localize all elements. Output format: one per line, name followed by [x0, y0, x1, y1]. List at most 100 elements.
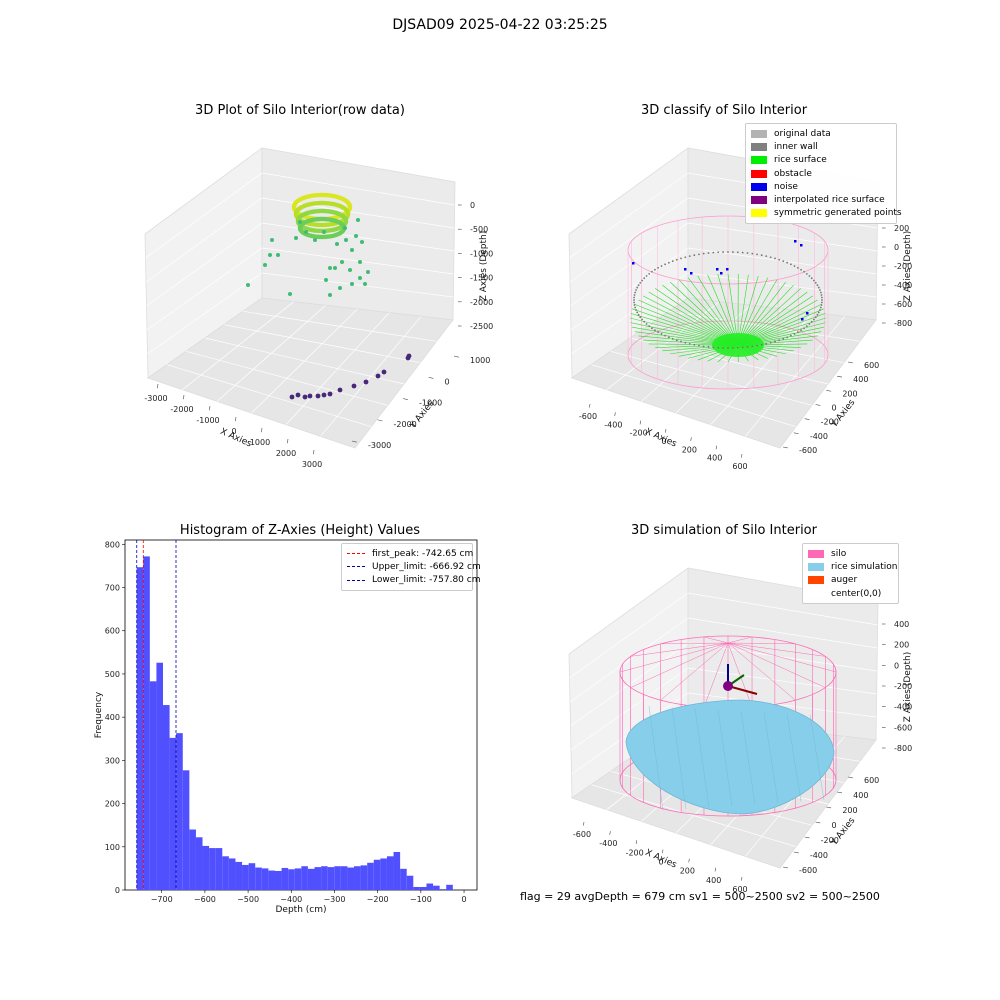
raw-data-point	[363, 282, 367, 286]
raw-data-point	[327, 391, 333, 397]
histogram-bar	[222, 856, 229, 890]
sim-wall-grid	[569, 617, 689, 703]
raw-wall-grid	[145, 172, 263, 259]
classify-plot-title: 3D classify of Silo Interior	[640, 103, 808, 118]
sim-silo-roof-line	[703, 642, 729, 708]
sim-silo-roof-line	[630, 642, 729, 657]
cls-inner-wall-point	[817, 286, 820, 289]
cls-inner-wall-point	[702, 345, 705, 348]
histogram-x-tick-label: −200	[367, 895, 389, 904]
cls-inner-wall-point	[817, 311, 820, 314]
sim-legend-item: center(0,0)	[808, 587, 893, 600]
cls-x-tick-label: -200	[630, 429, 648, 438]
raw-z-tick-label: -500	[470, 225, 488, 234]
status-footer: flag = 29 avgDepth = 679 cm sv1 = 500~25…	[520, 890, 880, 903]
cls-legend-item: original data	[751, 127, 891, 140]
histogram-bar	[202, 845, 210, 890]
cls-x-tick-label: -600	[579, 412, 597, 421]
raw-data-point	[344, 238, 348, 242]
raw-x-tick-mark	[313, 449, 315, 455]
histogram-bar	[255, 867, 262, 890]
histogram-bar	[143, 556, 150, 890]
cls-y-tick-label: 0	[832, 404, 837, 413]
cls-z-tick-label: -800	[894, 319, 912, 328]
raw-data-point	[354, 234, 358, 238]
cls-z-tick-label: -200	[894, 262, 912, 271]
cls-noise-point	[684, 268, 687, 271]
sim-rice-mesh-line	[648, 706, 664, 811]
cls-wall-grid	[687, 272, 877, 298]
raw-z-axis-label: Z Axies (Depth)	[479, 231, 489, 302]
cls-noise-point	[632, 262, 635, 265]
histogram-y-axis-label: Frequency	[94, 691, 104, 738]
cls-inner-wall-point	[786, 336, 789, 339]
raw-data-point	[321, 392, 327, 398]
cls-inner-wall-point	[741, 346, 744, 349]
sim-silo-roof-line	[727, 642, 796, 645]
sim-silo-roof-line	[660, 642, 729, 701]
sim-rice-mesh-line	[786, 713, 802, 802]
cls-inner-wall-point	[688, 342, 691, 345]
raw-y-tick-mark	[453, 355, 459, 358]
legend-swatch	[751, 196, 767, 205]
histogram-x-tick-label: −100	[410, 895, 432, 904]
histogram-chart: −700 −600 −500 −400 −300 −200 −100 0 0 100 200 300 4…	[94, 539, 478, 915]
cls-inner-wall-point	[657, 331, 660, 334]
sim-silo-roof-line	[727, 642, 753, 708]
raw-floor-grid	[320, 316, 422, 437]
cls-inner-wall-point	[736, 346, 739, 349]
cls-legend-item: inner wall	[751, 140, 891, 153]
cls-y-tick-mark	[847, 361, 853, 364]
raw-data-point	[360, 240, 364, 244]
cls-x-tick-label: 400	[707, 454, 722, 463]
sim-rice-mesh-line	[809, 714, 825, 801]
cls-inner-wall-point	[751, 345, 754, 348]
cls-y-tick-mark	[793, 432, 799, 435]
cls-inner-wall-point	[693, 254, 696, 257]
cls-y-tick-mark	[804, 418, 810, 420]
sim-silo-roof-line	[727, 642, 826, 657]
sim-x-tick-mark	[583, 821, 585, 826]
raw-data-point	[322, 230, 326, 234]
cls-inner-wall-point	[698, 253, 700, 256]
histogram-bar	[248, 863, 256, 890]
sim-x-arrow	[727, 685, 758, 695]
histogram-legend: first_peak: -742.65 cm Upper_limit: -666.…	[341, 543, 481, 591]
cls-inner-wall-point	[769, 341, 772, 344]
legend-swatch	[751, 182, 767, 191]
sim-z-tick-label: 0	[894, 661, 899, 670]
sim-rice-mesh-line	[671, 707, 687, 810]
histogram-bar	[321, 866, 328, 890]
histogram-bar	[307, 868, 315, 890]
sim-y-tick-label: -600	[799, 866, 817, 875]
sim-x-tick-mark	[635, 840, 637, 844]
sim-silo-roof-line	[727, 636, 753, 644]
raw-plot-title: 3D Plot of Silo Interior(row data)	[195, 103, 405, 118]
sim-silo-roof-line	[660, 642, 729, 645]
raw-data-point	[356, 218, 360, 222]
cls-inner-wall-point	[814, 281, 817, 284]
cls-wall-grid	[687, 247, 877, 275]
simulation-plot-title: 3D simulation of Silo Interior	[631, 523, 817, 538]
sim-y-tick-mark	[815, 821, 821, 824]
histogram-bar	[393, 851, 401, 890]
sim-silo-roof-line	[619, 642, 729, 673]
histogram-bar	[182, 770, 190, 890]
raw-data-point	[348, 268, 352, 272]
histogram-y-tick-label: 600	[105, 627, 120, 636]
cls-inner-wall-point	[636, 286, 639, 289]
raw-y-tick-label: 1000	[470, 356, 490, 365]
raw-data-point	[338, 286, 342, 290]
raw-wall-grid	[146, 222, 263, 307]
cls-inner-wall-point	[774, 340, 776, 343]
cls-x-tick-mark	[690, 437, 692, 441]
sim-legend-item: silo	[808, 547, 893, 560]
raw-data-point	[375, 373, 381, 379]
raw-data-point	[324, 278, 328, 282]
cls-x-tick-mark	[665, 428, 667, 433]
raw-data-point	[366, 270, 370, 274]
cls-x-tick-label: 600	[732, 462, 747, 471]
cls-inner-wall-point	[712, 346, 715, 349]
raw-x-tick-mark	[157, 383, 159, 389]
cls-inner-wall-point	[796, 266, 799, 269]
